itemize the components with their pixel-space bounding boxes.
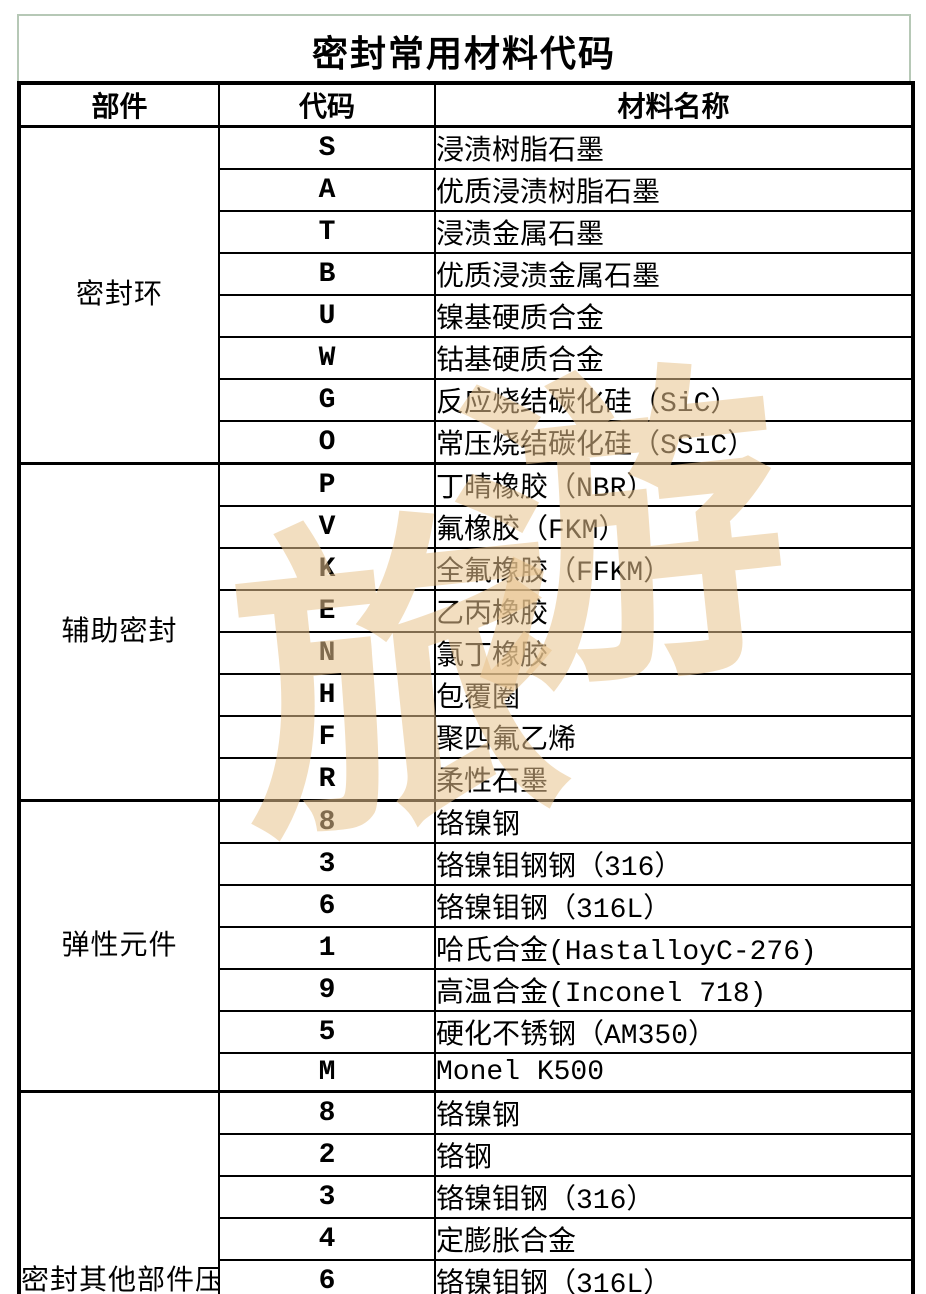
table-row: B 优质浸渍金属石墨	[19, 252, 914, 296]
table-row: 9 高温合金(Inconel 718)	[19, 968, 914, 1012]
material-name-cell: 反应烧结碳化硅（SiC）	[434, 378, 914, 422]
material-name-cell: 包覆圈	[434, 673, 914, 717]
page-title: 密封常用材料代码	[311, 33, 616, 74]
code-cell: U	[218, 294, 436, 338]
table-row: 辅助密封 P 丁晴橡胶（NBR）	[18, 462, 914, 802]
materials-table-body: 密封环 S 浸渍树脂石墨 A 优质浸渍树脂石墨 T 浸渍金属石墨 B 优质浸渍金属石墨 U 镍基硬质…	[18, 125, 914, 1294]
table-row: M Monel K500	[19, 1052, 914, 1093]
table-row: K 全氟橡胶（FFKM）	[19, 547, 914, 591]
table-row: E 乙丙橡胶	[19, 589, 914, 633]
code-cell: E	[218, 589, 436, 633]
code-cell: 6	[218, 884, 436, 928]
table-row: V 氟橡胶（FKM）	[19, 505, 914, 549]
table-row: 5 硬化不锈钢（AM350）	[19, 1010, 914, 1054]
material-name-cell: 优质浸渍树脂石墨	[434, 168, 914, 212]
title-box: 密封常用材料代码	[17, 14, 911, 85]
material-name-cell: 铬镍钼钢钢（316）	[434, 842, 914, 886]
table-row: 3 铬镍钼钢（316）	[19, 1175, 914, 1219]
materials-code-table: 部件 代码 材料名称 密封环 S 浸渍树脂石墨 A 优质浸渍树脂石墨 T 浸渍金属石墨 B 优质…	[17, 81, 915, 1294]
material-name-cell: 氯丁橡胶	[434, 631, 914, 675]
material-name-cell: 柔性石墨	[434, 757, 914, 802]
material-name-cell: 高温合金(Inconel 718)	[434, 968, 914, 1012]
material-name-cell: Monel K500	[434, 1052, 914, 1093]
table-row: G 反应烧结碳化硅（SiC）	[19, 378, 914, 422]
table-row: 1 哈氏合金(HastalloyC-276)	[19, 926, 914, 970]
material-name-cell: 乙丙橡胶	[434, 589, 914, 633]
column-header-component: 部件	[18, 82, 220, 128]
code-cell: 5	[218, 1010, 436, 1054]
table-row: 2 铬钢	[19, 1133, 914, 1177]
material-name-cell: 丁晴橡胶（NBR）	[434, 462, 914, 507]
code-cell: R	[218, 757, 436, 802]
code-cell: 6	[218, 1259, 436, 1294]
code-cell: P	[218, 462, 436, 507]
code-cell: K	[218, 547, 436, 591]
material-name-cell: 浸渍树脂石墨	[434, 125, 914, 170]
code-cell: V	[218, 505, 436, 549]
code-cell: 8	[218, 1090, 436, 1135]
code-cell: 3	[218, 1175, 436, 1219]
code-cell: 4	[218, 1217, 436, 1261]
code-cell: 9	[218, 968, 436, 1012]
code-cell: W	[218, 336, 436, 380]
material-name-cell: 铬镍钼钢（316）	[434, 1175, 914, 1219]
column-header-code: 代码	[218, 82, 436, 128]
material-name-cell: 常压烧结碳化硅（SSiC）	[434, 420, 914, 465]
table-row: R 柔性石墨	[19, 757, 914, 802]
material-name-cell: 氟橡胶（FKM）	[434, 505, 914, 549]
table-row: W 钴基硬质合金	[19, 336, 914, 380]
material-name-cell: 聚四氟乙烯	[434, 715, 914, 759]
table-row: 密封其他部件压盖和轴套8铬镍钢	[18, 1090, 914, 1294]
code-cell: 1	[218, 926, 436, 970]
material-name-cell: 哈氏合金(HastalloyC-276)	[434, 926, 914, 970]
code-cell: 3	[218, 842, 436, 886]
component-group-cell: 弹性元件	[18, 799, 220, 1093]
table-row: 3 铬镍钼钢钢（316）	[19, 842, 914, 886]
table-row: 4 定膨胀合金	[19, 1217, 914, 1261]
table-row: O 常压烧结碳化硅（SSiC）	[19, 420, 914, 465]
component-group-cell: 辅助密封	[18, 462, 220, 802]
table-row: H 包覆圈	[19, 673, 914, 717]
table-row: U 镍基硬质合金	[19, 294, 914, 338]
material-name-cell: 优质浸渍金属石墨	[434, 252, 914, 296]
table-row: F 聚四氟乙烯	[19, 715, 914, 759]
table-row: N 氯丁橡胶	[19, 631, 914, 675]
column-header-material: 材料名称	[434, 82, 914, 128]
material-name-cell: 镍基硬质合金	[434, 294, 914, 338]
code-cell: O	[218, 420, 436, 465]
material-name-cell: 铬钢	[434, 1133, 914, 1177]
material-name-cell: 浸渍金属石墨	[434, 210, 914, 254]
code-cell: F	[218, 715, 436, 759]
code-cell: H	[218, 673, 436, 717]
material-name-cell: 全氟橡胶（FFKM）	[434, 547, 914, 591]
table-row: 密封环 S 浸渍树脂石墨	[18, 125, 914, 465]
table-header-row: 部件 代码 材料名称	[18, 82, 914, 128]
material-name-cell: 铬镍钢	[434, 1090, 914, 1135]
material-name-cell: 铬镍钼钢（316L）	[434, 884, 914, 928]
table-row: A 优质浸渍树脂石墨	[19, 168, 914, 212]
code-cell: M	[218, 1052, 436, 1093]
code-cell: N	[218, 631, 436, 675]
material-name-cell: 硬化不锈钢（AM350）	[434, 1010, 914, 1054]
code-cell: G	[218, 378, 436, 422]
code-cell: 2	[218, 1133, 436, 1177]
table-row: 6 铬镍钼钢（316L）	[19, 1259, 914, 1294]
code-cell: T	[218, 210, 436, 254]
code-cell: A	[218, 168, 436, 212]
table-row: 弹性元件 8 铬镍钢	[18, 799, 914, 1093]
table-row: T 浸渍金属石墨	[19, 210, 914, 254]
code-cell: B	[218, 252, 436, 296]
code-cell: S	[218, 125, 436, 170]
component-group-cell: 密封其他部件压盖和轴套	[18, 1090, 220, 1294]
material-name-cell: 钴基硬质合金	[434, 336, 914, 380]
component-group-cell: 密封环	[18, 125, 220, 465]
material-name-cell: 铬镍钢	[434, 799, 914, 844]
material-name-cell: 铬镍钼钢（316L）	[434, 1259, 914, 1294]
table-row: 6 铬镍钼钢（316L）	[19, 884, 914, 928]
material-name-cell: 定膨胀合金	[434, 1217, 914, 1261]
code-cell: 8	[218, 799, 436, 844]
